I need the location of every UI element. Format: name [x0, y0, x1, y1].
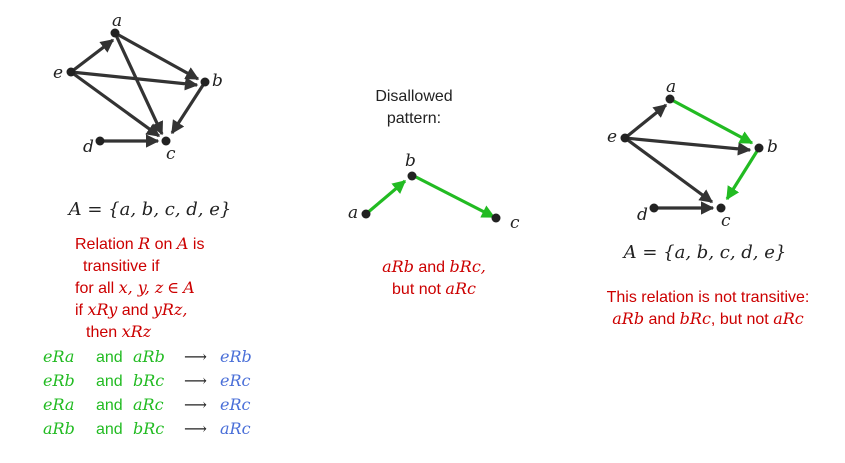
node-label-c: c: [510, 213, 520, 233]
inference-row: eRa and aRb ⟶ eRb: [43, 347, 252, 366]
node-b: [754, 143, 764, 153]
svg-text:bRc: bRc: [133, 371, 164, 390]
svg-text:⟶: ⟶: [184, 419, 207, 438]
edge-b-c: [413, 174, 496, 219]
svg-text:and: and: [96, 373, 123, 390]
node-e: [66, 67, 76, 77]
edge-e-b: [624, 136, 752, 156]
edge-e-a: [70, 38, 115, 74]
svg-text:and: and: [96, 421, 123, 438]
svg-text:aRc: aRc: [133, 395, 164, 414]
inference-row: eRa and aRc ⟶ eRc: [43, 395, 251, 414]
node-e: [620, 133, 630, 143]
definition-line-1: Relation R on A is: [75, 234, 204, 253]
inference-row: aRb and bRc ⟶ aRc: [43, 419, 251, 438]
svg-text:eRa: eRa: [43, 347, 74, 366]
svg-text:⟶: ⟶: [184, 347, 207, 366]
edge-a-b: [364, 179, 407, 216]
edge-b-c: [170, 81, 207, 135]
svg-text:aRb: aRb: [43, 419, 75, 438]
left-graph: a b c d e A = {a, b, c, d, e} Relation R…: [43, 11, 252, 438]
node-label-c: c: [721, 211, 731, 231]
definition-line-2: transitive if: [83, 258, 160, 275]
pattern-title-line-2: pattern:: [387, 110, 441, 127]
svg-text:eRc: eRc: [220, 371, 251, 390]
node-c: [491, 213, 501, 223]
node-label-c: c: [166, 144, 176, 164]
node-label-b: b: [405, 151, 416, 171]
svg-text:eRb: eRb: [43, 371, 75, 390]
set-rhs: {a, b, c, d, e}: [108, 199, 231, 220]
node-label-a: a: [666, 77, 676, 97]
svg-text:⟶: ⟶: [184, 371, 207, 390]
svg-text:and: and: [96, 397, 123, 414]
pattern-title-line-1: Disallowed: [375, 88, 452, 105]
pattern-caption-line-2: but not aRc: [392, 279, 476, 298]
node-label-a: a: [348, 203, 358, 223]
left-set-definition: A = {a, b, c, d, e}: [67, 199, 232, 220]
svg-text:eRa: eRa: [43, 395, 74, 414]
node-c: [161, 136, 171, 146]
edge-b-c: [725, 147, 761, 201]
svg-text:bRc: bRc: [133, 419, 164, 438]
node-c: [716, 203, 726, 213]
edge-a-b: [114, 31, 200, 81]
svg-text:aRb: aRb: [133, 347, 165, 366]
edge-e-c: [70, 70, 161, 138]
right-caption-line-1: This relation is not transitive:: [607, 289, 810, 306]
inference-row: eRb and bRc ⟶ eRc: [43, 371, 251, 390]
definition-line-3: for all x, y, z ∈ A: [75, 278, 195, 297]
pattern-caption-line-1: aRb and bRc,: [382, 257, 486, 276]
edge-a-b: [669, 97, 754, 145]
node-b: [407, 171, 417, 181]
node-a: [110, 28, 120, 38]
edge-a-c: [113, 32, 164, 136]
svg-text:eRb: eRb: [220, 347, 252, 366]
edge-e-b: [70, 70, 199, 91]
right-graph: a b c d e A = {a, b, c, d, e} This relat…: [607, 77, 810, 328]
node-d: [649, 203, 659, 213]
right-set-definition: A = {a, b, c, d, e}: [622, 242, 787, 263]
node-d: [95, 136, 105, 146]
node-label-e: e: [53, 63, 63, 83]
node-label-d: d: [83, 137, 94, 157]
definition-line-4: if xRy and yRz,: [75, 300, 187, 319]
svg-text:aRc: aRc: [220, 419, 251, 438]
node-a: [665, 94, 675, 104]
node-label-d: d: [637, 205, 648, 225]
node-a: [361, 209, 371, 219]
set-lhs: A: [67, 199, 82, 220]
node-label-b: b: [767, 137, 778, 157]
svg-text:⟶: ⟶: [184, 395, 207, 414]
node-label-a: a: [112, 11, 122, 31]
svg-text:eRc: eRc: [220, 395, 251, 414]
inference-list: eRa and aRb ⟶ eRb eRb and bRc ⟶ eRc eRa …: [43, 347, 252, 438]
right-caption-line-2: aRb and bRc, but not aRc: [612, 309, 804, 328]
node-label-e: e: [607, 127, 617, 147]
edge-e-c: [624, 136, 714, 204]
disallowed-pattern: Disallowed pattern: a b c aRb and bRc, b…: [348, 88, 520, 298]
edge-e-a: [623, 103, 668, 140]
definition-line-5: then xRz: [86, 322, 152, 341]
node-b: [200, 77, 210, 87]
svg-text:and: and: [96, 349, 123, 366]
node-label-b: b: [212, 71, 223, 91]
